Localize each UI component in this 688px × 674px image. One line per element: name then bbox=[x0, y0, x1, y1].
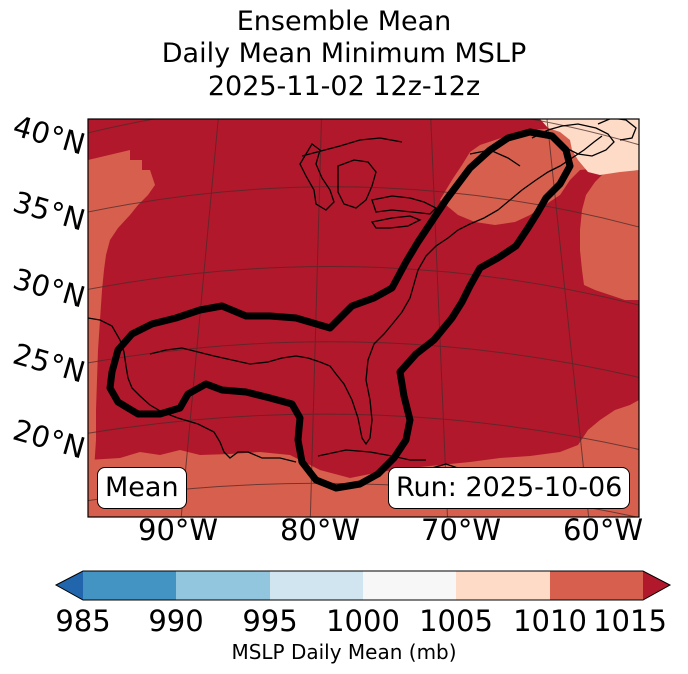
colorbar-outline bbox=[54, 570, 672, 601]
colorbar-over-arrow bbox=[643, 571, 670, 600]
map-frame bbox=[87, 118, 640, 518]
colorbar-tick-1015: 1015 bbox=[593, 604, 667, 638]
lon-label-80w: 80°W bbox=[280, 513, 361, 547]
field-1010-1015-east bbox=[580, 160, 639, 300]
colorbar-tick-1000: 1000 bbox=[326, 604, 400, 638]
lon-label-70w: 70°W bbox=[421, 513, 502, 547]
field-1010-1015-west bbox=[88, 150, 155, 490]
colorbar-title: MSLP Daily Mean (mb) bbox=[231, 640, 457, 664]
lon-label-60w: 60°W bbox=[563, 513, 644, 547]
colorbar-tick-985: 985 bbox=[55, 604, 111, 638]
map-area bbox=[88, 119, 639, 517]
title-line-1: Ensemble Mean bbox=[236, 6, 452, 37]
run-date-box: Run: 2025-10-06 bbox=[388, 467, 631, 509]
colorbar-tick-990: 990 bbox=[148, 604, 204, 638]
mean-label-box: Mean bbox=[97, 467, 187, 509]
field-1005-1010-northeast bbox=[540, 119, 639, 175]
ensemble-contour-line bbox=[106, 128, 574, 492]
colorbar bbox=[54, 570, 672, 601]
colorbar-band-990-995 bbox=[176, 571, 270, 600]
colorbar-tick-995: 995 bbox=[242, 604, 298, 638]
colorbar-band-1005-1010 bbox=[456, 571, 550, 600]
lon-label-90w: 90°W bbox=[138, 513, 219, 547]
colorbar-band-995-1000 bbox=[270, 571, 363, 600]
title-line-2: Daily Mean Minimum MSLP bbox=[161, 38, 527, 69]
colorbar-under-arrow bbox=[56, 571, 83, 600]
colorbar-band-1010-1015 bbox=[550, 571, 643, 600]
colorbar-tick-1010: 1010 bbox=[513, 604, 587, 638]
colorbar-tick-1005: 1005 bbox=[419, 604, 493, 638]
colorbar-band-1000-1005 bbox=[363, 571, 456, 600]
title-line-3: 2025-11-02 12z-12z bbox=[207, 71, 481, 102]
colorbar-band-985-990 bbox=[83, 571, 176, 600]
